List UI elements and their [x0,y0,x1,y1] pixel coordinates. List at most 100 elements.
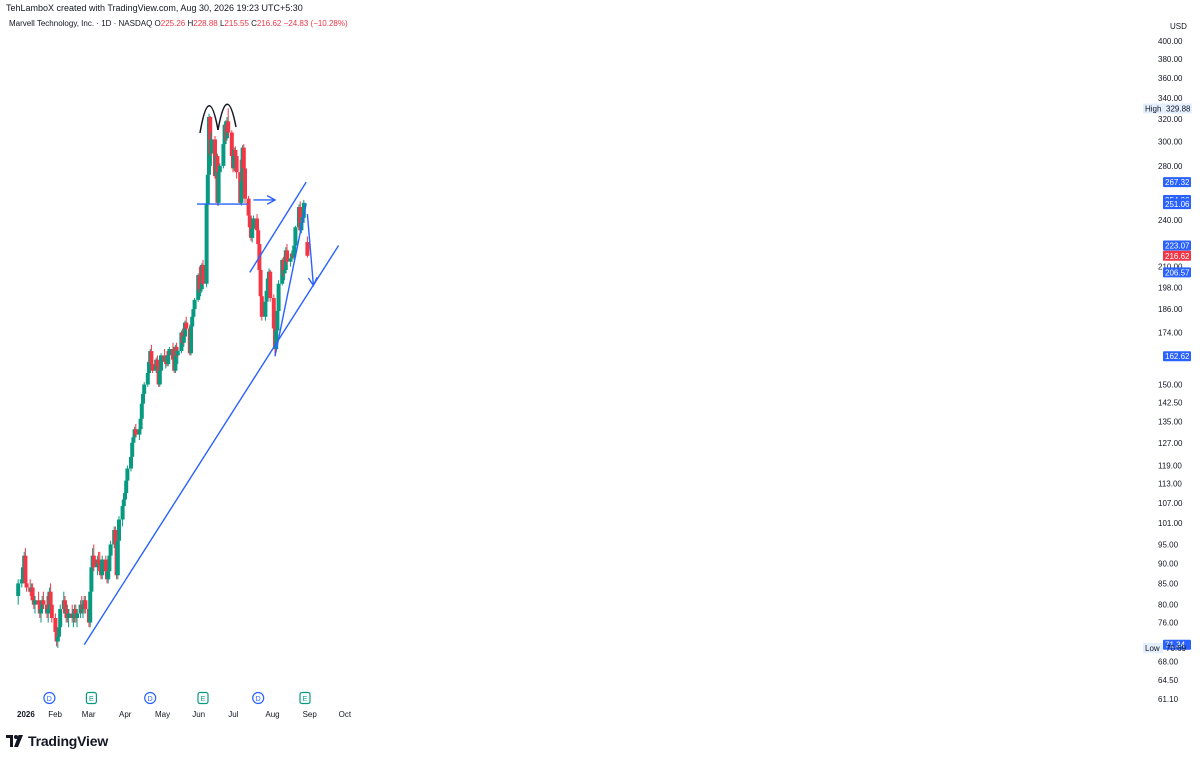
candle[interactable] [204,202,209,288]
candle[interactable] [142,382,147,397]
candle[interactable] [239,178,244,206]
candle[interactable] [209,132,214,166]
candle[interactable] [181,334,186,347]
candle[interactable] [258,266,263,300]
trendline[interactable] [274,203,307,357]
candle[interactable] [268,270,273,302]
candle[interactable] [133,423,138,438]
candle[interactable] [107,551,112,576]
candle[interactable] [197,266,202,293]
candle[interactable] [276,280,281,313]
candle[interactable] [83,595,88,614]
candle[interactable] [171,342,175,362]
dividend-marker[interactable]: D [144,691,157,705]
candle[interactable] [241,144,246,171]
candle[interactable] [145,370,150,387]
candle[interactable] [124,477,129,497]
candle[interactable] [49,600,54,623]
candle[interactable] [305,236,310,258]
candle[interactable] [139,401,144,422]
candle[interactable] [157,368,162,387]
candle[interactable] [205,172,210,207]
candle[interactable] [23,548,28,588]
candle[interactable] [117,516,121,545]
candle[interactable] [271,294,276,333]
earnings-marker[interactable]: E [299,691,311,705]
candle[interactable] [150,357,155,373]
candle[interactable] [201,260,205,286]
candle[interactable] [226,108,231,136]
candle[interactable] [108,540,113,560]
price-label: 216.62 [1163,250,1191,261]
currency-label[interactable]: USD [1170,22,1187,31]
svg-text:223.07: 223.07 [1165,242,1190,251]
candle[interactable] [125,465,130,484]
candle[interactable] [147,359,151,376]
candle[interactable] [115,537,120,580]
symbol-name: Marvell Technology, Inc. · 1D · NASDAQ [9,19,153,28]
candle[interactable] [281,256,286,277]
double-top-arcs[interactable] [199,103,237,134]
candle[interactable] [221,141,226,169]
candle[interactable] [100,555,105,580]
candle[interactable] [243,165,247,203]
candle[interactable] [216,170,221,206]
candle[interactable] [251,215,256,232]
candle[interactable] [24,575,29,592]
trendline[interactable] [83,245,340,646]
candle[interactable] [58,604,63,632]
candle[interactable] [275,309,280,333]
candle[interactable] [255,214,259,234]
dividend-marker[interactable]: D [43,691,56,705]
candle[interactable] [166,353,171,367]
candle[interactable] [293,225,298,248]
candle[interactable] [63,595,67,619]
time-tick: Mar [82,710,96,719]
candle[interactable] [184,316,189,331]
candle[interactable] [88,587,93,628]
candle[interactable] [217,163,222,180]
candle[interactable] [229,130,234,160]
earnings-marker[interactable]: E [85,691,98,705]
svg-text:206.57: 206.57 [1165,268,1190,277]
candle[interactable] [192,298,197,312]
candle[interactable] [91,544,96,572]
arrow-drawing[interactable] [253,195,277,205]
candle[interactable] [234,153,239,179]
candle[interactable] [33,595,37,614]
candle[interactable] [189,324,193,356]
candle[interactable] [138,416,143,432]
candle[interactable] [40,595,45,614]
earnings-marker[interactable]: E [197,691,209,705]
candle[interactable] [263,299,268,321]
candle[interactable] [141,391,145,407]
candle[interactable] [175,348,180,365]
candle[interactable] [75,609,79,628]
candle[interactable] [96,551,101,572]
dividend-marker[interactable]: D [252,691,265,705]
candle[interactable] [191,307,196,319]
candle[interactable] [259,292,264,321]
candle[interactable] [149,344,154,367]
candle[interactable] [285,244,289,265]
candle[interactable] [288,256,293,267]
candle[interactable] [167,346,172,358]
tradingview-logo[interactable]: TradingView [6,731,108,751]
candle[interactable] [89,563,94,596]
candle[interactable] [66,609,71,628]
candle[interactable] [78,600,83,619]
candle[interactable] [159,353,163,373]
price-tick: 380.00 [1158,55,1183,64]
trendline[interactable] [249,181,307,273]
candle[interactable] [246,195,251,219]
candle[interactable] [16,579,21,605]
candle[interactable] [190,314,195,329]
arrow-drawing[interactable] [306,214,318,287]
drawings-layer [83,103,340,646]
candle[interactable] [41,591,46,610]
candle[interactable] [95,555,100,576]
candle[interactable] [130,440,135,460]
candle[interactable] [129,453,133,472]
candle[interactable] [120,502,125,527]
